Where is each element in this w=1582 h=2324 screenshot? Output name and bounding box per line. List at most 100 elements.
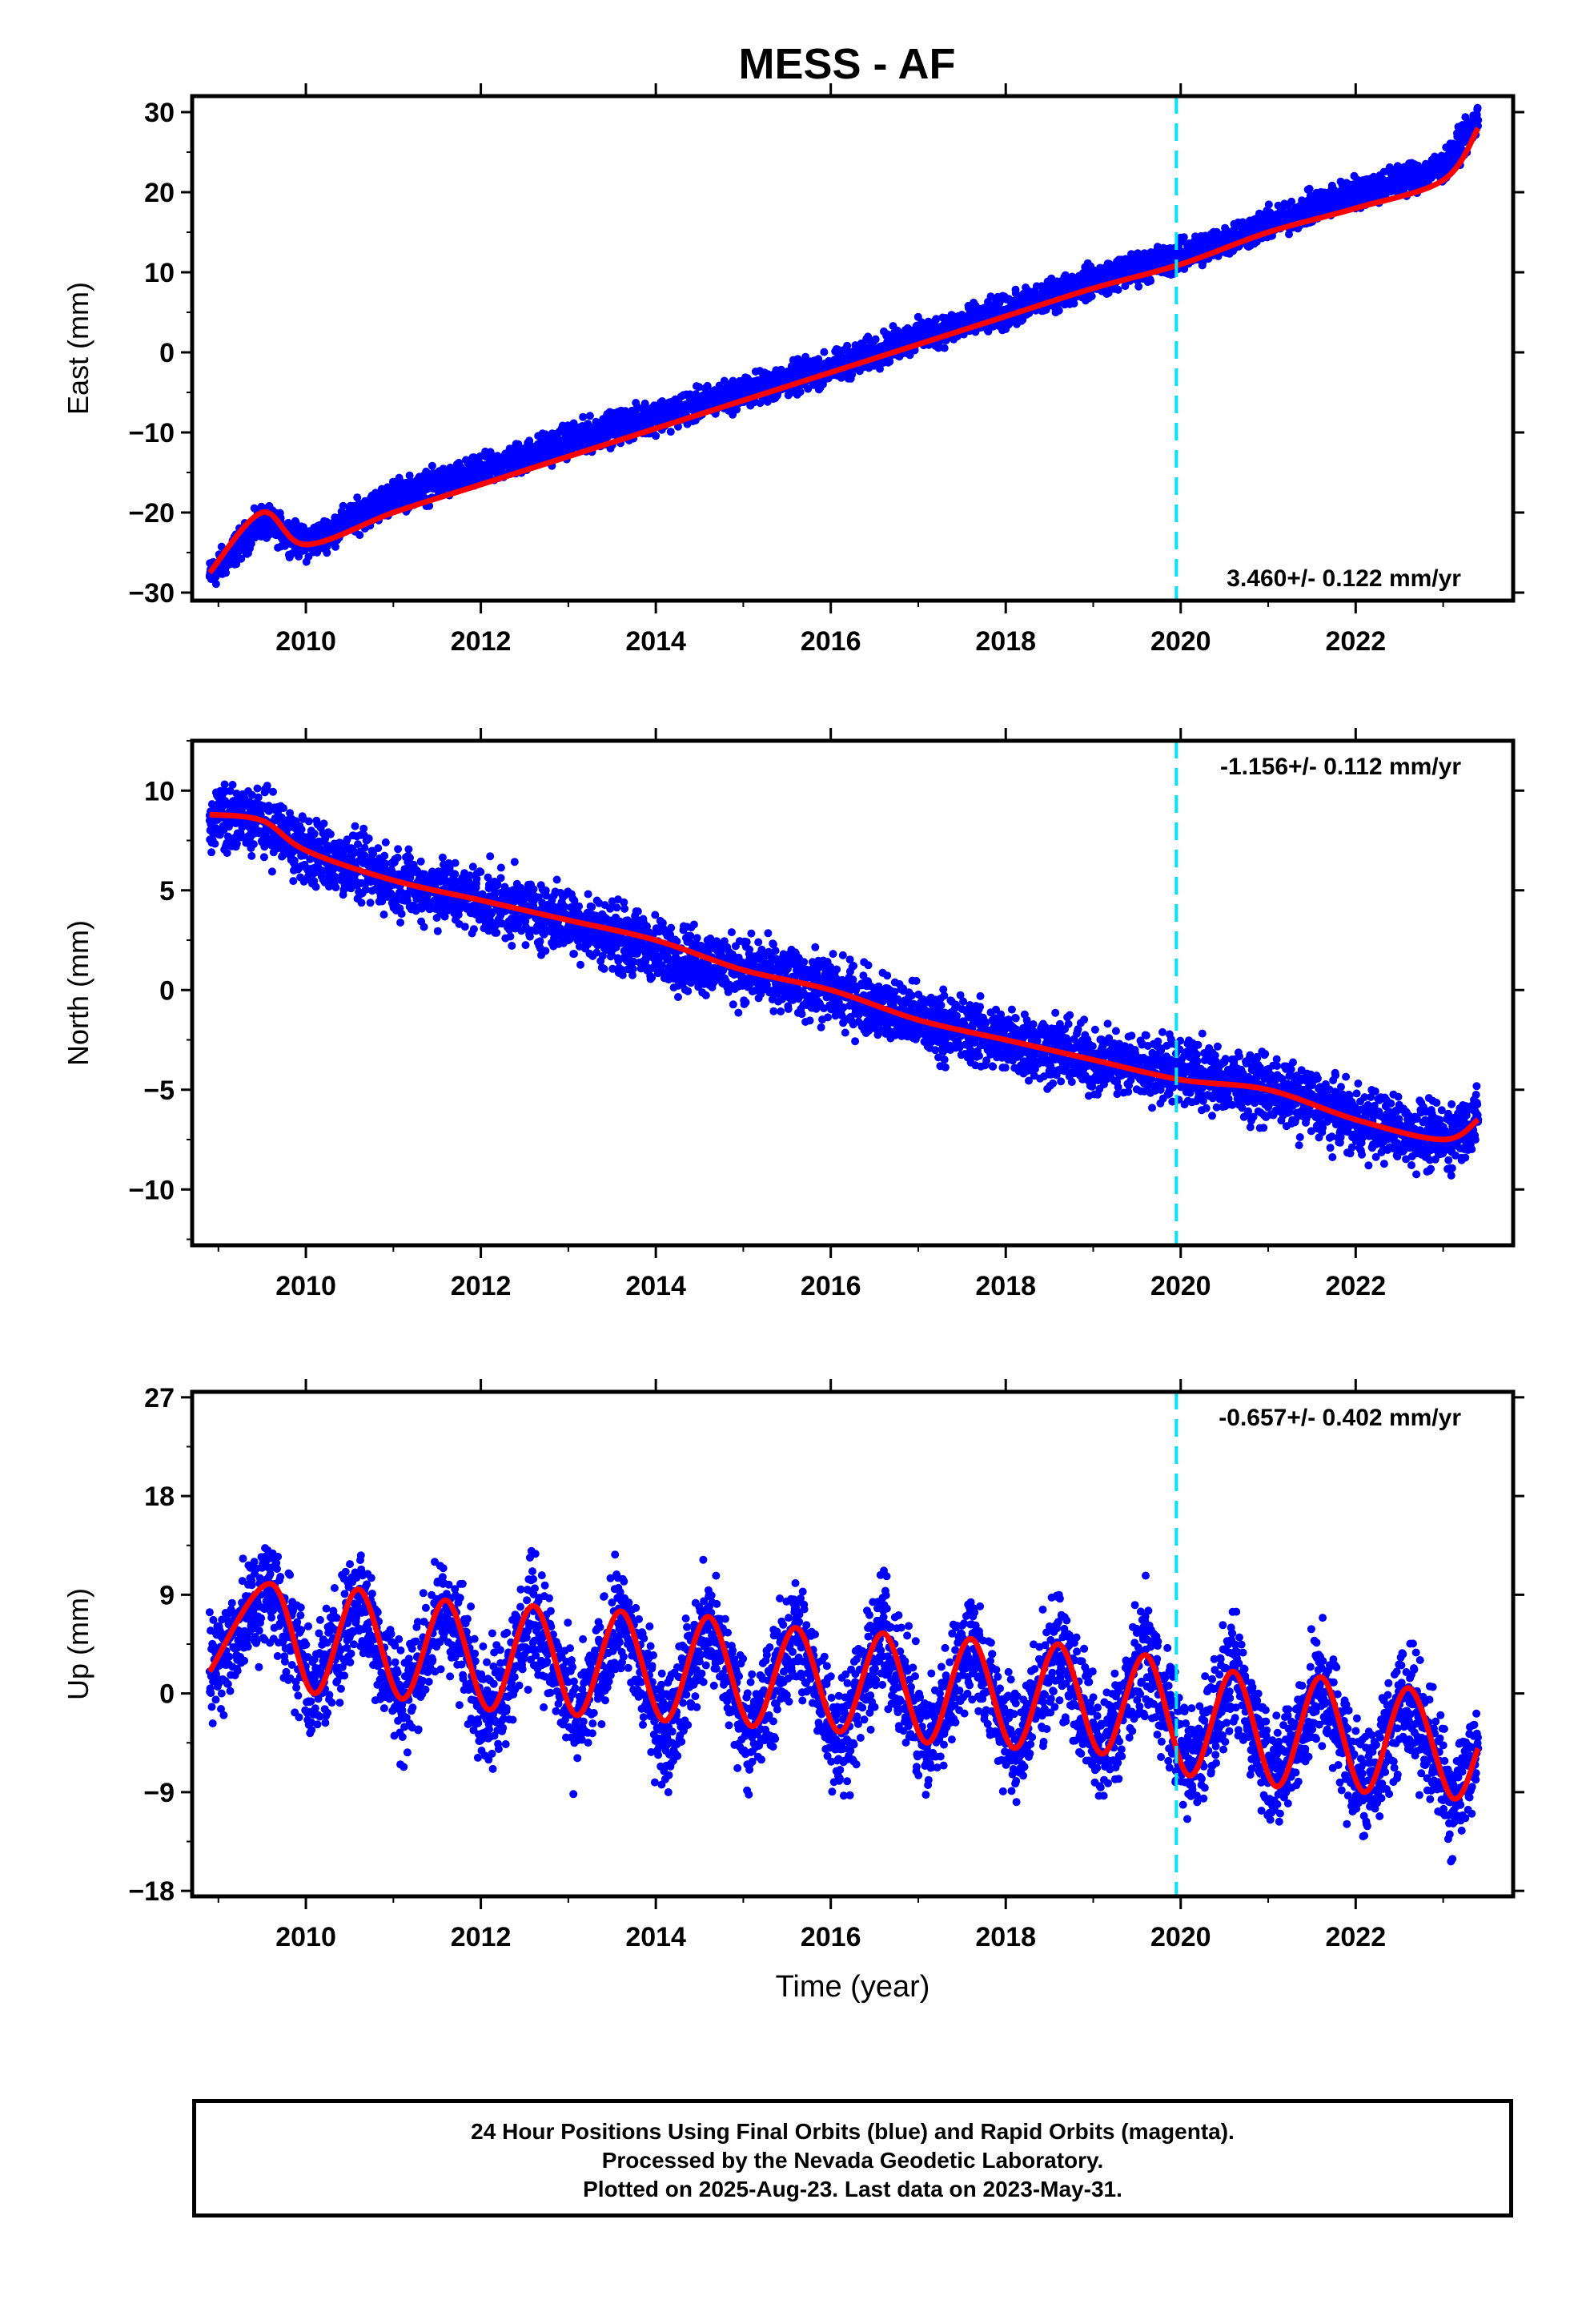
- data-point: [885, 357, 894, 366]
- data-point: [207, 800, 216, 809]
- y-tick-label: 20: [144, 178, 175, 208]
- data-point: [396, 919, 405, 927]
- data-point: [364, 834, 373, 842]
- data-point: [1104, 288, 1113, 297]
- x-tick-label: 2012: [451, 626, 512, 657]
- data-point: [359, 824, 368, 833]
- data-point: [1114, 285, 1122, 294]
- data-point: [366, 899, 375, 907]
- y-tick-label: −30: [128, 578, 175, 609]
- data-point: [226, 786, 235, 795]
- data-point: [381, 859, 390, 868]
- data-point: [205, 573, 214, 581]
- daily-positions: [205, 103, 1483, 589]
- data-point: [289, 877, 298, 886]
- data-point: [814, 355, 823, 364]
- data-point: [666, 428, 675, 436]
- data-point: [1264, 220, 1273, 228]
- data-point: [326, 830, 335, 838]
- data-point: [416, 857, 425, 866]
- data-point: [739, 388, 748, 396]
- data-point: [801, 352, 810, 361]
- data-point: [381, 838, 390, 846]
- data-point: [1121, 282, 1130, 291]
- data-point: [397, 910, 406, 919]
- data-point: [703, 381, 712, 390]
- data-point: [1439, 164, 1447, 172]
- data-point: [1087, 292, 1096, 300]
- x-tick-label: 2016: [801, 626, 861, 657]
- x-tick-label: 2014: [625, 626, 686, 657]
- data-point: [259, 853, 268, 862]
- data-point: [319, 819, 328, 828]
- data-point: [232, 560, 241, 569]
- data-point: [248, 790, 256, 799]
- data-point: [756, 399, 765, 408]
- data-point: [1089, 276, 1098, 284]
- data-point: [297, 825, 306, 834]
- data-point: [569, 419, 578, 428]
- data-point: [380, 851, 389, 860]
- data-point: [323, 549, 331, 557]
- x-tick-label: 2010: [275, 626, 336, 657]
- data-point: [796, 388, 805, 396]
- data-point: [820, 348, 829, 356]
- data-point: [1351, 188, 1360, 196]
- y-tick-label: 0: [159, 338, 175, 368]
- data-point: [652, 412, 661, 420]
- y-axis-label: East (mm): [62, 282, 94, 415]
- data-point: [585, 412, 594, 420]
- data-point: [369, 849, 378, 858]
- plot-area: [205, 741, 1483, 1245]
- data-point: [1179, 233, 1188, 242]
- data-point: [995, 298, 1004, 307]
- data-point: [339, 501, 347, 510]
- data-point: [404, 845, 413, 854]
- data-point: [579, 412, 588, 421]
- data-point: [403, 896, 412, 905]
- data-point: [1473, 103, 1482, 112]
- data-point: [299, 523, 307, 532]
- y-tick-label: 30: [144, 98, 175, 128]
- data-point: [695, 383, 703, 392]
- data-point: [640, 399, 649, 408]
- y-tick-label: −10: [128, 418, 175, 448]
- data-point: [913, 332, 922, 340]
- data-point: [354, 840, 362, 849]
- chart-title: MESS - AF: [738, 40, 955, 88]
- data-point: [232, 839, 241, 848]
- data-point: [321, 834, 329, 843]
- data-point: [254, 793, 263, 802]
- data-point: [286, 809, 295, 818]
- data-point: [932, 315, 941, 324]
- data-point: [876, 364, 884, 373]
- data-point: [331, 883, 340, 892]
- data-point: [223, 849, 231, 858]
- data-point: [220, 780, 229, 789]
- data-point: [940, 344, 949, 352]
- data-point: [420, 923, 428, 931]
- data-point: [379, 911, 388, 919]
- data-point: [433, 927, 442, 935]
- x-tick-label: 2022: [1325, 626, 1386, 657]
- data-point: [211, 580, 220, 589]
- y-tick-label: 10: [144, 258, 175, 288]
- data-point: [258, 517, 267, 525]
- data-point: [267, 867, 276, 876]
- data-point: [360, 843, 369, 852]
- data-point: [733, 405, 741, 414]
- data-point: [304, 817, 313, 826]
- data-point: [269, 787, 277, 796]
- data-point: [564, 436, 572, 444]
- rate-annotation: 3.460+/- 0.122 mm/yr: [1227, 565, 1461, 592]
- data-point: [237, 554, 246, 563]
- model-fit-line: [207, 127, 1481, 575]
- data-point: [343, 835, 351, 844]
- plot-frame: [190, 94, 1516, 603]
- data-point: [1054, 306, 1063, 315]
- data-point: [331, 542, 339, 551]
- data-point: [1070, 300, 1078, 308]
- data-point: [355, 531, 364, 540]
